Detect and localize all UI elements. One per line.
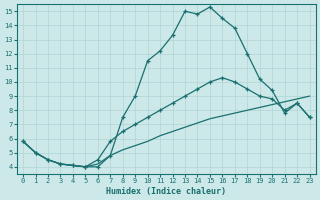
X-axis label: Humidex (Indice chaleur): Humidex (Indice chaleur) (106, 187, 226, 196)
